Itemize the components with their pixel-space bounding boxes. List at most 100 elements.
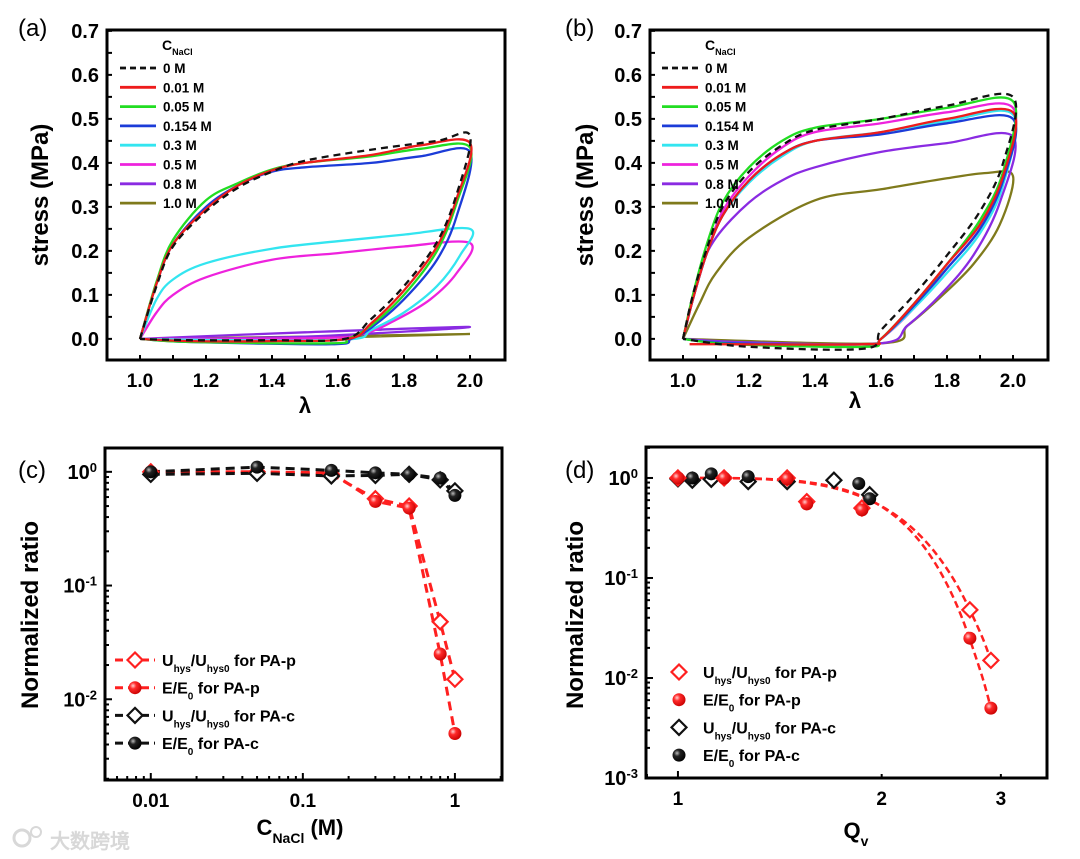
legend-title: CNaCl (705, 37, 736, 57)
y-tick-label: 100 (68, 459, 97, 484)
data-point (368, 494, 382, 508)
text-segment: for PA-p (771, 665, 838, 682)
y-tick-label: 0.4 (71, 153, 100, 175)
legend-label: 0.5 M (163, 158, 197, 173)
x-tick-label: 2.0 (1000, 371, 1026, 392)
y-tick-label: 10-2 (63, 687, 97, 712)
curve-0p3M (138, 226, 475, 342)
text-segment: λ (299, 393, 311, 418)
y-tick-label: 0.1 (614, 285, 642, 307)
text-segment: U (162, 653, 174, 670)
fit-curve (677, 476, 993, 661)
axes-frame (644, 445, 1049, 780)
legend-label: 1.0 M (163, 196, 197, 211)
data-point (685, 471, 699, 485)
text-segment: C (257, 815, 273, 840)
legend-label: 0.8 M (163, 177, 197, 192)
legend-label: 1.0 M (705, 196, 739, 211)
legend-label: 0.5 M (705, 158, 739, 173)
tick-exponent: -1 (85, 573, 97, 588)
subscript: 0 (729, 759, 735, 770)
text-segment: U (703, 720, 715, 737)
tick-exponent: 0 (90, 459, 97, 474)
text-segment: /U (732, 720, 748, 737)
legend-label: 0.8 M (705, 177, 739, 192)
plot-area (138, 131, 475, 346)
x-axis-label: λ (849, 388, 861, 413)
panel-letter: (c) (18, 457, 46, 484)
text-segment: for PA-c (230, 708, 296, 725)
legend-marker (672, 693, 686, 707)
data-point (963, 631, 977, 645)
text-segment: for PA-p (230, 653, 297, 670)
legend-label: Uhys/Uhys0 for PA-c (703, 720, 836, 742)
axes-frame (648, 28, 1050, 362)
data-point (445, 670, 464, 689)
y-tick-label: 10-1 (604, 565, 638, 590)
legend-label: 0.154 M (705, 119, 754, 134)
y-tick-label: 0.0 (71, 329, 99, 351)
plot-area (668, 467, 1000, 715)
legend-label: Uhys/Uhys0 for PA-c (162, 708, 295, 730)
x-axis-label: Qv (844, 818, 869, 849)
text-segment: Normalized ratio (17, 521, 44, 709)
curve-0p01M (681, 107, 1018, 346)
data-point (433, 647, 447, 661)
data-point (824, 471, 843, 490)
subscript: 0 (188, 747, 194, 758)
curve-0p8M (681, 131, 1017, 346)
tick-base: 10 (609, 468, 631, 490)
text-segment: E/E (162, 736, 188, 753)
data-point (717, 471, 731, 485)
curve-0p5M (139, 240, 474, 341)
subscript: 0 (188, 691, 194, 702)
text-segment: E/E (703, 693, 729, 710)
y-tick-label: 0.0 (614, 329, 642, 351)
x-tick-label: 1.8 (391, 371, 417, 392)
subscript: hys (174, 719, 192, 730)
tick-exponent: -3 (626, 766, 638, 781)
text-segment: U (703, 665, 715, 682)
x-tick-label: 1.0 (127, 371, 153, 392)
subscript: NaCl (272, 830, 304, 846)
panel-letter: (b) (565, 15, 594, 42)
tick-base: 10 (604, 568, 626, 590)
y-tick-label: 0.6 (71, 65, 99, 87)
legend-label: 0 M (705, 61, 728, 76)
data-point (402, 501, 416, 515)
subscript: v (861, 833, 869, 849)
text-segment: (M) (304, 815, 343, 840)
data-point (800, 497, 814, 511)
y-tick-label: 10-2 (604, 665, 638, 690)
subscript: hys (174, 664, 192, 675)
subscript: hys0 (748, 731, 771, 742)
legend-label: 0.05 M (163, 100, 204, 115)
text-segment: stress (MPa) (27, 124, 54, 267)
legend: CNaCl 0 M 0.01 M 0.05 M 0.154 M 0.3 M 0.5 M 0.8… (662, 37, 754, 211)
tick-exponent: -2 (626, 665, 638, 680)
panel-letter: (a) (18, 15, 47, 42)
text-segment: /U (191, 708, 207, 725)
legend-label: E/E0 for PA-p (162, 681, 260, 703)
y-tick-label: 0.2 (614, 241, 642, 263)
y-tick-label: 0.7 (71, 21, 99, 43)
x-tick-label: 1.8 (934, 371, 960, 392)
subscript: hys (715, 676, 733, 687)
text-segment: /U (732, 665, 748, 682)
text-segment: Q (844, 818, 861, 843)
legend-label: Uhys/Uhys0 for PA-p (703, 665, 837, 687)
panel-letter: (d) (565, 457, 594, 484)
legend-label: E/E0 for PA-c (162, 736, 259, 758)
y-tick-label: 0.1 (71, 285, 99, 307)
x-axis-label: λ (299, 393, 311, 418)
data-point (671, 471, 685, 485)
data-point (250, 460, 264, 474)
x-tick-label: 0.1 (290, 791, 317, 812)
subscript: 0 (729, 703, 735, 714)
y-tick-label: 0.2 (71, 241, 99, 263)
text-segment: Normalized ratio (562, 521, 589, 709)
x-tick-label: 3 (996, 789, 1007, 810)
legend: Uhys/Uhys0 for PA-pE/E0 for PA-pUhys/Uhy… (669, 662, 837, 770)
ticks (107, 29, 472, 360)
curve-0M (681, 92, 1018, 351)
